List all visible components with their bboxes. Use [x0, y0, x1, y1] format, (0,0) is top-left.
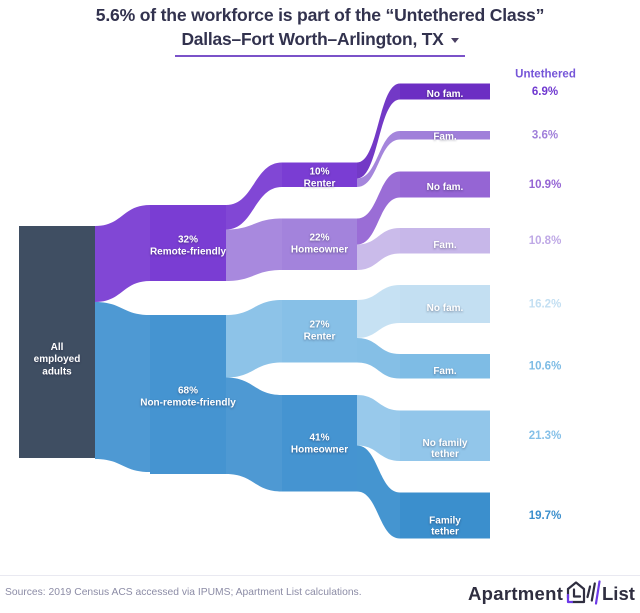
- svg-text:tether: tether: [431, 449, 459, 460]
- svg-text:16.2%: 16.2%: [529, 299, 562, 311]
- svg-text:10.9%: 10.9%: [529, 179, 562, 191]
- svg-text:10.6%: 10.6%: [529, 361, 562, 373]
- svg-text:41%: 41%: [309, 432, 329, 443]
- svg-text:Renter: Renter: [304, 179, 336, 190]
- svg-text:22%: 22%: [309, 233, 329, 244]
- svg-text:6.9%: 6.9%: [532, 86, 558, 98]
- svg-text:adults: adults: [42, 367, 72, 378]
- svg-text:Apartment: Apartment: [468, 583, 563, 604]
- svg-text:10.8%: 10.8%: [529, 235, 562, 247]
- svg-text:Fam.: Fam.: [433, 132, 457, 143]
- svg-text:No fam.: No fam.: [427, 89, 464, 100]
- svg-text:No fam.: No fam.: [427, 182, 464, 193]
- svg-text:Homeowner: Homeowner: [291, 445, 348, 456]
- svg-text:tether: tether: [431, 526, 459, 537]
- svg-text:Renter: Renter: [304, 332, 336, 343]
- svg-text:21.3%: 21.3%: [529, 430, 562, 442]
- svg-text:Family: Family: [429, 515, 461, 526]
- svg-text:Untethered: Untethered: [515, 68, 576, 80]
- svg-text:Fam.: Fam.: [433, 366, 457, 377]
- svg-text:68%: 68%: [178, 386, 198, 397]
- svg-text:No family: No family: [422, 438, 467, 449]
- svg-text:No fam.: No fam.: [427, 303, 464, 314]
- svg-text:Non-remote-friendly: Non-remote-friendly: [140, 398, 236, 409]
- svg-text:3.6%: 3.6%: [532, 130, 558, 142]
- svg-text:19.7%: 19.7%: [529, 510, 562, 522]
- svg-text:32%: 32%: [178, 235, 198, 246]
- svg-text:10%: 10%: [309, 167, 329, 178]
- svg-text:Remote-friendly: Remote-friendly: [150, 247, 227, 258]
- svg-text:27%: 27%: [309, 320, 329, 331]
- svg-text:List: List: [602, 583, 635, 604]
- svg-text:employed: employed: [34, 354, 81, 365]
- svg-text:Fam.: Fam.: [433, 240, 457, 251]
- svg-text:Homeowner: Homeowner: [291, 245, 348, 256]
- svg-text:All: All: [51, 342, 64, 353]
